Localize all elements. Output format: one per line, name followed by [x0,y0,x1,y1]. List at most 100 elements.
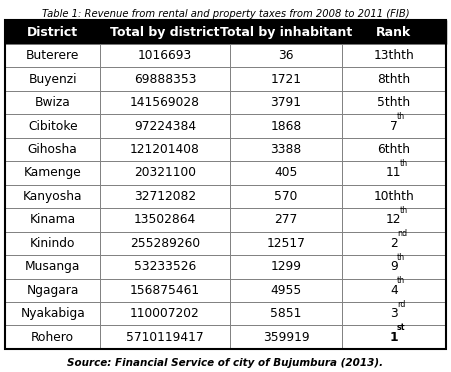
Text: 6thth: 6thth [377,143,410,156]
Text: 405: 405 [274,166,298,179]
Bar [342,44,446,67]
Bar [100,302,230,326]
Text: st: st [397,323,405,332]
Text: th: th [397,112,405,121]
Bar [100,138,230,161]
Text: Kinindo: Kinindo [30,237,75,250]
Text: 1721: 1721 [271,73,302,86]
Text: 36: 36 [278,49,294,62]
Bar [342,208,446,232]
Text: Source: Financial Service of city of Bujumbura (2013).: Source: Financial Service of city of Buj… [68,357,383,368]
Bar [230,302,342,326]
Bar [100,326,230,349]
Text: Musanga: Musanga [25,260,80,273]
Text: 570: 570 [274,190,298,203]
Text: Kanyosha: Kanyosha [23,190,83,203]
Bar [230,185,342,208]
Bar [100,161,230,185]
Bar [5,161,100,185]
Bar [342,302,446,326]
Bar [230,326,342,349]
Text: Nyakabiga: Nyakabiga [20,307,85,320]
Text: Cibitoke: Cibitoke [28,119,78,132]
Text: 5710119417: 5710119417 [126,331,204,344]
Text: 4955: 4955 [271,284,302,297]
Bar [5,255,100,279]
Text: 7: 7 [390,119,398,132]
Bar [342,138,446,161]
Bar [100,279,230,302]
Bar [100,44,230,67]
Bar [100,232,230,255]
Text: 12517: 12517 [267,237,305,250]
Text: th: th [397,276,405,285]
Bar [342,161,446,185]
Bar [230,138,342,161]
Bar [342,20,446,44]
Text: th: th [397,253,405,262]
Text: 69888353: 69888353 [134,73,196,86]
Text: Rank: Rank [376,26,411,39]
Text: Total by district: Total by district [110,26,220,39]
Text: Rohero: Rohero [31,331,74,344]
Text: Table 1: Revenue from rental and property taxes from 2008 to 2011 (FIB): Table 1: Revenue from rental and propert… [41,9,410,19]
Text: 3791: 3791 [271,96,302,109]
Text: 1299: 1299 [271,260,302,273]
Bar [230,91,342,114]
Bar [5,279,100,302]
Bar [100,185,230,208]
Text: nd: nd [397,229,407,238]
Text: 156875461: 156875461 [130,284,200,297]
Text: Kinama: Kinama [30,214,76,227]
Text: 277: 277 [274,214,298,227]
Bar [100,20,230,44]
Bar [342,279,446,302]
Bar [230,114,342,138]
Text: Bwiza: Bwiza [35,96,71,109]
Bar [230,255,342,279]
Text: 3388: 3388 [271,143,302,156]
Bar [230,279,342,302]
Bar [342,67,446,91]
Text: 121201408: 121201408 [130,143,200,156]
Bar [100,114,230,138]
Text: Buterere: Buterere [26,49,79,62]
Text: 1016693: 1016693 [138,49,192,62]
Bar [342,255,446,279]
Bar [5,138,100,161]
Bar [5,208,100,232]
Bar [230,232,342,255]
Text: 10thth: 10thth [373,190,414,203]
Bar [342,232,446,255]
Bar [100,255,230,279]
Bar [5,67,100,91]
Text: 11: 11 [386,166,402,179]
Text: 8thth: 8thth [377,73,410,86]
Bar [5,91,100,114]
Text: 13thth: 13thth [373,49,414,62]
Bar [5,302,100,326]
Bar [342,326,446,349]
Bar [5,185,100,208]
Text: 4: 4 [390,284,398,297]
Text: 1868: 1868 [271,119,302,132]
Bar [5,20,446,349]
Bar [100,208,230,232]
Bar [5,20,100,44]
Text: Ngagara: Ngagara [27,284,79,297]
Bar [342,185,446,208]
Text: 359919: 359919 [263,331,309,344]
Bar [5,232,100,255]
Text: 3: 3 [390,307,398,320]
Text: rd: rd [397,299,405,309]
Bar [230,67,342,91]
Text: District: District [27,26,78,39]
Text: Gihosha: Gihosha [28,143,78,156]
Text: Buyenzi: Buyenzi [28,73,77,86]
Bar [5,114,100,138]
Text: th: th [400,159,408,168]
Text: 13502864: 13502864 [134,214,196,227]
Bar [230,161,342,185]
Bar [230,20,342,44]
Text: 20321100: 20321100 [134,166,196,179]
